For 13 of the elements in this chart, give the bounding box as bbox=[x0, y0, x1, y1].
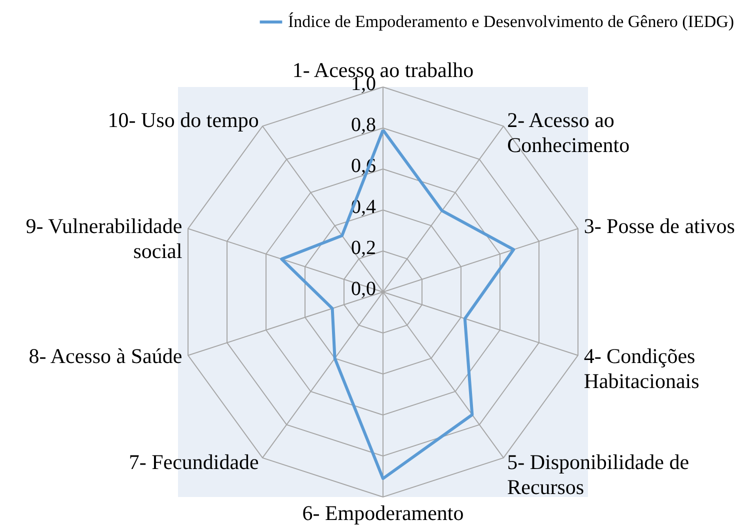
spoke-label: 3- Posse de ativos bbox=[584, 214, 735, 238]
y-tick-label: 0,8 bbox=[351, 114, 376, 136]
spoke-label: 5- Disponibilidade de Recursos bbox=[507, 450, 690, 499]
spoke-label: 7- Fecundidade bbox=[128, 450, 259, 474]
spoke-label: 4- Condições Habitacionais bbox=[584, 344, 700, 394]
spoke-label: 10- Uso do tempo bbox=[108, 108, 259, 132]
legend-label: Índice de Empoderamento e Desenvolvimento de Gênero (IEDG) bbox=[288, 12, 734, 31]
y-tick-label: 0,2 bbox=[351, 237, 376, 259]
spoke-label: 2- Acesso ao Conhecimento bbox=[507, 108, 630, 158]
spoke-label: 6- Empoderamento bbox=[302, 501, 464, 526]
spoke-label: 9- Vulnerabilidade social bbox=[26, 214, 182, 263]
y-tick-label: 0,0 bbox=[351, 278, 376, 300]
spoke-label: 8- Acesso à Saúde bbox=[28, 344, 182, 368]
